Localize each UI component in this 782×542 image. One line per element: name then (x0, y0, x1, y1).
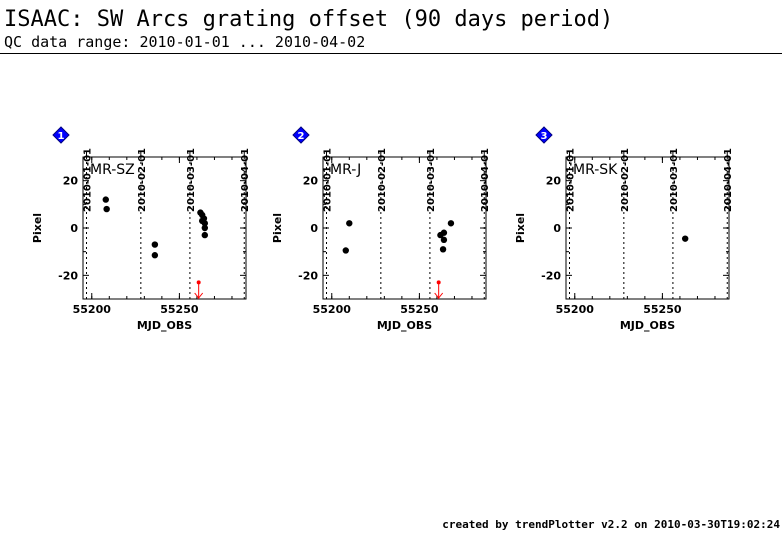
date-tick-label: 2010-01-01 (323, 148, 334, 212)
chart-panel-2: 2010-01-01 2010-02-01 2010-03-01 2010-04-01… (271, 126, 491, 332)
y-tick-label: 20 (63, 175, 79, 188)
data-point (151, 252, 159, 259)
chart-panel-1: 2010-01-01 2010-02-01 2010-03-01 2010-04-01… (31, 126, 251, 332)
x-axis-label: MJD_OBS (377, 319, 432, 332)
y-axis-label: Pixel (271, 213, 284, 243)
y-tick-label: -20 (541, 269, 561, 282)
date-tick-label: 2010-01-01 (566, 148, 577, 212)
data-point (447, 220, 455, 227)
index-marker-icon (535, 126, 553, 144)
footer-credit: created by trendPlotter v2.2 on 2010-03-… (442, 518, 780, 531)
date-tick-label: 2010-04-01 (480, 148, 491, 212)
x-axis-label: MJD_OBS (137, 319, 192, 332)
data-point (681, 235, 689, 242)
x-tick-label: 55250 (160, 303, 199, 316)
y-tick-label: -20 (58, 269, 78, 282)
index-marker-label: 2 (298, 131, 305, 142)
data-point (346, 220, 353, 227)
panel-label: MR-SK (573, 162, 618, 178)
header-divider (0, 53, 782, 54)
date-tick-label: 2010-02-01 (620, 148, 631, 212)
index-marker-label: 3 (541, 131, 548, 142)
data-point (201, 231, 209, 239)
index-marker-icon (52, 126, 70, 144)
data-point (439, 246, 447, 253)
y-tick-label: 20 (546, 175, 562, 188)
panel-label: MR-J (330, 162, 361, 178)
x-tick-label: 55250 (643, 303, 682, 316)
data-point (103, 205, 110, 213)
page-subtitle: QC data range: 2010-01-01 ... 2010-04-02 (4, 33, 366, 51)
date-tick-label: 2010-04-01 (723, 148, 734, 212)
y-tick-label: 0 (310, 222, 318, 235)
panel-label: MR-SZ (90, 162, 135, 178)
outlier-arrow-head-icon (194, 292, 204, 299)
date-tick-label: 2010-04-01 (240, 148, 251, 212)
data-point (440, 236, 448, 244)
x-tick-label: 55250 (400, 303, 439, 316)
y-axis-label: Pixel (514, 213, 527, 243)
x-tick-label: 55200 (556, 303, 595, 316)
date-tick-label: 2010-03-01 (426, 148, 437, 212)
chart-panel-3: 2010-01-01 2010-02-01 2010-03-01 2010-04-01… (514, 126, 734, 332)
page-title: ISAAC: SW Arcs grating offset (90 days p… (4, 7, 614, 32)
x-tick-label: 55200 (313, 303, 352, 316)
y-tick-label: 20 (303, 175, 319, 188)
index-marker-label: 1 (58, 131, 65, 142)
y-tick-label: -20 (298, 269, 318, 282)
data-point (440, 229, 448, 236)
y-tick-label: 0 (553, 222, 561, 235)
date-tick-label: 2010-03-01 (186, 148, 197, 212)
x-axis-label: MJD_OBS (620, 319, 675, 332)
plot-frame (82, 156, 247, 300)
y-axis-label: Pixel (31, 213, 44, 243)
data-point (200, 215, 208, 222)
data-point (342, 247, 349, 254)
data-point (151, 241, 159, 248)
date-tick-label: 2010-02-01 (377, 148, 388, 212)
plot-frame (565, 156, 730, 300)
y-tick-label: 0 (70, 222, 78, 235)
x-tick-label: 55200 (73, 303, 112, 316)
outlier-arrow-head-icon (434, 292, 444, 299)
date-tick-label: 2010-01-01 (83, 148, 94, 212)
date-tick-label: 2010-03-01 (669, 148, 680, 212)
plot-frame (322, 156, 487, 300)
index-marker-icon (292, 126, 310, 144)
data-point (102, 196, 109, 203)
data-point (201, 224, 209, 232)
data-point (201, 220, 209, 227)
date-tick-label: 2010-02-01 (137, 148, 148, 212)
